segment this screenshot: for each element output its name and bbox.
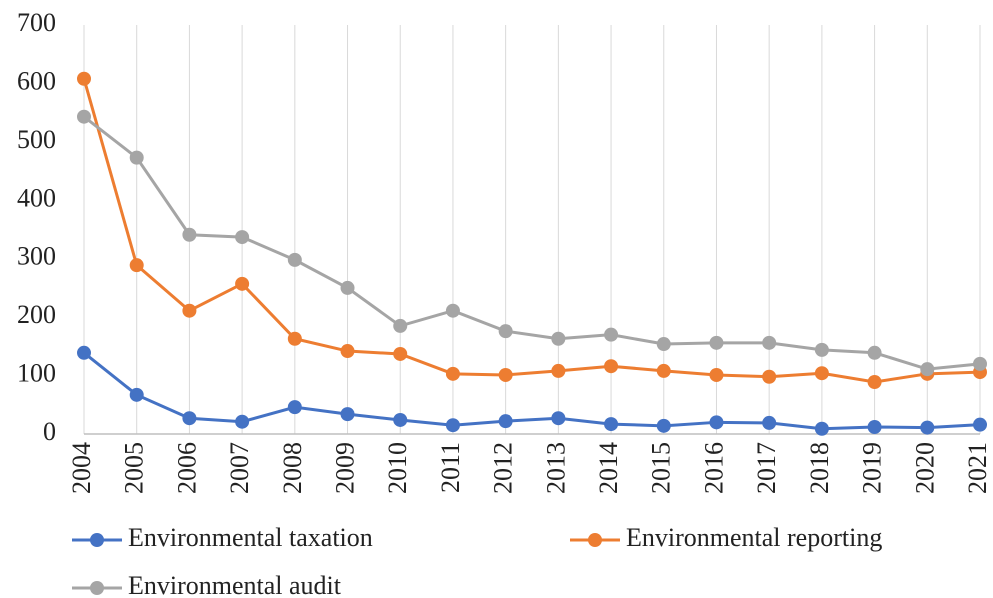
legend-marker — [90, 581, 104, 595]
y-tick-label: 400 — [17, 183, 56, 212]
data-point — [604, 359, 619, 374]
data-point — [498, 324, 513, 339]
data-point — [920, 362, 935, 377]
data-point — [867, 419, 882, 434]
data-point — [709, 335, 724, 350]
data-point — [762, 415, 777, 430]
data-point — [867, 374, 882, 389]
data-point — [604, 327, 619, 342]
data-point — [973, 417, 987, 432]
data-point — [920, 420, 935, 435]
data-point — [656, 337, 671, 352]
x-tick-label: 2004 — [67, 442, 96, 494]
y-tick-label: 200 — [17, 300, 56, 329]
x-tick-label: 2018 — [805, 442, 834, 494]
x-tick-label: 2019 — [858, 442, 887, 494]
x-tick-label: 2013 — [541, 442, 570, 494]
data-point — [709, 415, 724, 430]
legend-marker — [588, 533, 602, 547]
data-point — [340, 407, 355, 422]
data-point — [445, 418, 460, 433]
legend-label: Environmental audit — [128, 571, 342, 598]
series-line — [82, 78, 981, 384]
data-point — [604, 417, 619, 432]
data-point — [393, 318, 408, 333]
data-point — [445, 303, 460, 318]
data-point — [235, 276, 250, 291]
data-point — [445, 366, 460, 381]
data-point — [129, 387, 144, 402]
data-point — [129, 150, 144, 165]
x-tick-label: 2005 — [120, 442, 149, 494]
data-point — [762, 369, 777, 384]
x-tick-label: 2009 — [330, 442, 359, 494]
data-point — [551, 331, 566, 346]
data-point — [814, 366, 829, 381]
x-tick-label: 2016 — [699, 442, 728, 494]
x-tick-label: 2006 — [172, 442, 201, 494]
data-point — [973, 356, 987, 371]
x-tick-label: 2021 — [963, 442, 992, 494]
data-point — [77, 345, 91, 360]
x-tick-label: 2017 — [752, 442, 781, 494]
y-tick-label: 700 — [17, 8, 56, 37]
x-tick-label: 2007 — [225, 442, 254, 494]
data-point — [340, 344, 355, 359]
data-point — [235, 230, 250, 245]
data-point — [287, 400, 302, 415]
data-point — [393, 346, 408, 361]
y-tick-label: 500 — [17, 125, 56, 154]
x-tick-label: 2015 — [647, 442, 676, 494]
x-tick-label: 2011 — [436, 442, 465, 493]
x-tick-label: 2012 — [489, 442, 518, 494]
legend-marker — [90, 533, 104, 547]
data-point — [129, 258, 144, 273]
x-tick-label: 2020 — [910, 442, 939, 494]
data-point — [814, 342, 829, 357]
data-point — [656, 363, 671, 378]
data-point — [498, 367, 513, 382]
y-tick-label: 0 — [43, 417, 56, 446]
data-point — [551, 411, 566, 426]
data-point — [287, 331, 302, 346]
legend-label: Environmental reporting — [626, 523, 882, 552]
data-point — [656, 418, 671, 433]
data-point — [182, 411, 197, 426]
y-tick-label: 600 — [17, 66, 56, 95]
data-point — [77, 109, 91, 124]
y-tick-label: 300 — [17, 242, 56, 271]
legend-label: Environmental taxation — [128, 523, 373, 552]
data-point — [77, 71, 91, 86]
x-tick-label: 2010 — [383, 442, 412, 494]
data-point — [498, 414, 513, 429]
series-line — [83, 115, 981, 371]
data-point — [235, 414, 250, 429]
y-tick-label: 100 — [17, 359, 56, 388]
x-tick-label: 2014 — [594, 442, 623, 494]
x-tick-label: 2008 — [278, 442, 307, 494]
data-point — [182, 227, 197, 242]
data-point — [287, 252, 302, 267]
data-point — [762, 335, 777, 350]
data-point — [709, 367, 724, 382]
data-point — [182, 303, 197, 318]
data-point — [340, 280, 355, 295]
data-point — [814, 421, 829, 436]
data-point — [551, 363, 566, 378]
data-point — [867, 345, 882, 360]
data-point — [393, 412, 408, 427]
series-line — [83, 351, 981, 431]
